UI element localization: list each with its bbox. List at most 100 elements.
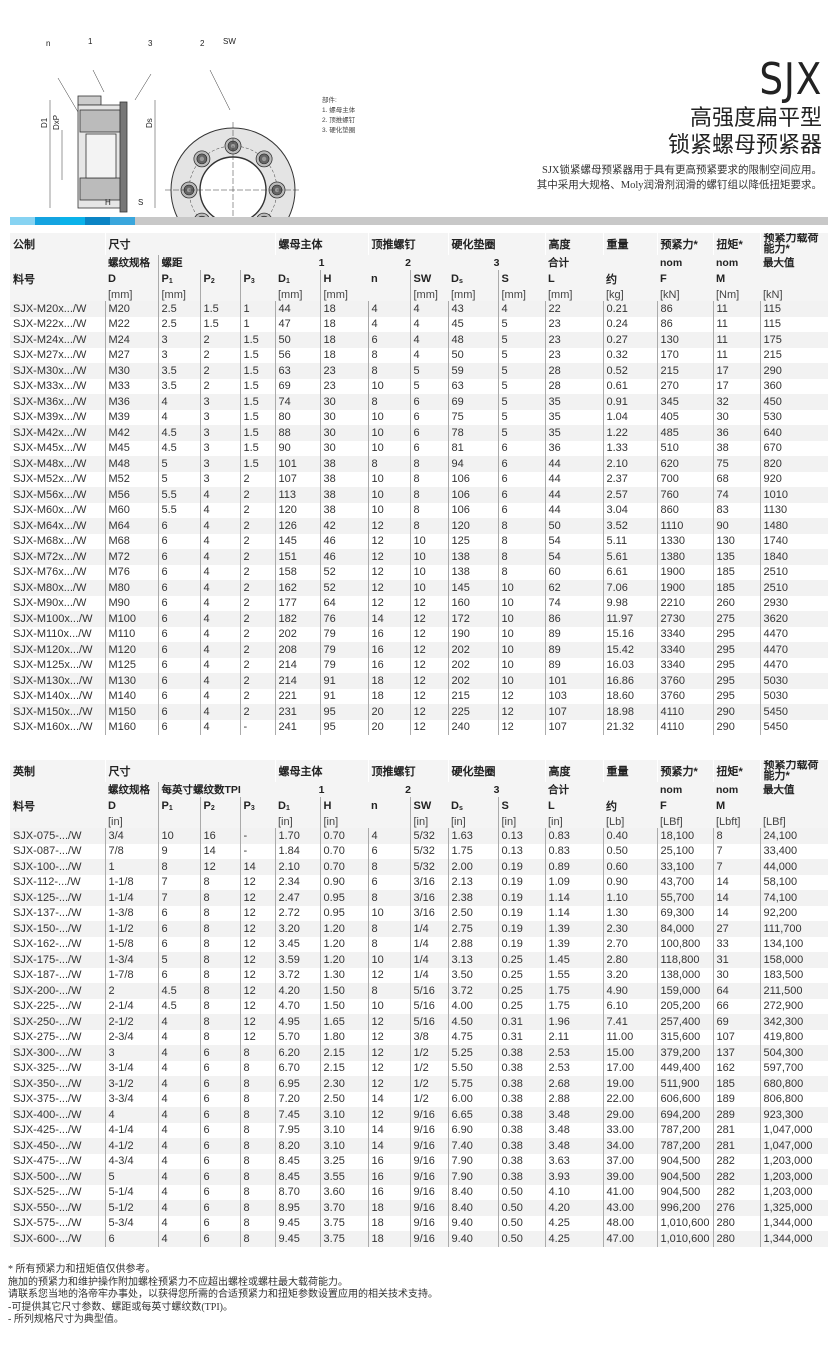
symbol-subscript: 2 bbox=[210, 278, 215, 285]
cell: 4 bbox=[497, 301, 545, 317]
cell: 59 bbox=[447, 363, 498, 379]
cell: M24 bbox=[104, 332, 158, 348]
part-number: SJX-225-.../W bbox=[13, 1000, 82, 1013]
cell: 787,200 bbox=[656, 1138, 713, 1154]
table-row: SJX-575-.../W 5-3/4 4 6 8 9.45 3.75 18 9/16 9.40 0… bbox=[10, 1215, 828, 1231]
table-row: SJX-137-.../W 1-3/8 6 8 12 2.72 0.95 10 3/16 2.50… bbox=[10, 905, 828, 921]
cell: 12 bbox=[367, 549, 410, 565]
cell: 9 bbox=[157, 843, 200, 859]
symbol-text: D bbox=[451, 273, 459, 285]
cell: 11 bbox=[712, 332, 760, 348]
cell: 1 bbox=[239, 301, 275, 317]
cell: 44,000 bbox=[759, 859, 828, 875]
cell: 5.5 bbox=[157, 487, 200, 503]
cell: 12 bbox=[409, 642, 448, 658]
cell: 18,100 bbox=[656, 828, 713, 844]
cell: 68 bbox=[712, 471, 760, 487]
cell: 4 bbox=[157, 1231, 200, 1247]
cell: 14 bbox=[199, 843, 240, 859]
cell: 0.19 bbox=[497, 890, 545, 906]
cell: 75 bbox=[447, 409, 498, 425]
cell: 6 bbox=[199, 1169, 240, 1185]
symbol-subscript: 3 bbox=[250, 278, 255, 285]
cell: 9/16 bbox=[409, 1153, 448, 1169]
cell: 30 bbox=[319, 409, 368, 425]
cell: 14 bbox=[239, 859, 275, 875]
cell: 54 bbox=[544, 533, 603, 549]
cell: 44 bbox=[544, 456, 603, 472]
cell: 0.50 bbox=[497, 1215, 545, 1231]
cell: 64 bbox=[712, 983, 760, 999]
column-unit bbox=[10, 288, 105, 301]
cell: 43,700 bbox=[656, 874, 713, 890]
cell: 8 bbox=[239, 1045, 275, 1061]
cell: 10 bbox=[497, 626, 545, 642]
cell: 9/16 bbox=[409, 1184, 448, 1200]
cell: 14 bbox=[367, 1091, 410, 1107]
cell: 5450 bbox=[759, 704, 828, 720]
column-unit: [Lbft] bbox=[713, 815, 760, 828]
cell: 214 bbox=[274, 657, 320, 673]
cell: 606,600 bbox=[656, 1091, 713, 1107]
cell: 8 bbox=[497, 533, 545, 549]
cell: 6 bbox=[157, 642, 200, 658]
sub-header: 每英寸螺纹数TPI bbox=[157, 782, 275, 797]
cell: 126 bbox=[274, 518, 320, 534]
cell: 35 bbox=[544, 409, 603, 425]
cell: 2.5 bbox=[157, 301, 200, 317]
cell: 2.38 bbox=[447, 890, 498, 906]
cell: 2-1/2 bbox=[104, 1014, 158, 1030]
cell: 2.37 bbox=[602, 471, 657, 487]
label-n: n bbox=[46, 39, 50, 48]
cell: 10 bbox=[497, 580, 545, 596]
cell: 37.00 bbox=[602, 1153, 657, 1169]
cell: 1/2 bbox=[409, 1076, 448, 1092]
cell: 38 bbox=[319, 487, 368, 503]
column-symbol: D1 bbox=[275, 797, 320, 815]
table-row: SJX-225-.../W 2-1/4 4.5 8 12 4.70 1.50 10 5/16 4.… bbox=[10, 998, 828, 1014]
screw-icon bbox=[255, 150, 273, 168]
cell: 6 bbox=[199, 1076, 240, 1092]
cell: 14 bbox=[367, 1122, 410, 1138]
cell: 3 bbox=[199, 425, 240, 441]
symbol-subscript: s bbox=[458, 278, 463, 285]
column-unit: [in] bbox=[448, 815, 498, 828]
table-row: SJX-M150x.../W M150 6 4 2 231 95 20 12 225 12 107 18… bbox=[10, 704, 828, 720]
cell: 30 bbox=[319, 394, 368, 410]
column-symbol: n bbox=[368, 797, 410, 815]
cell: 10 bbox=[157, 828, 200, 844]
cell: 10 bbox=[367, 487, 410, 503]
cell: 12 bbox=[367, 1014, 410, 1030]
cell: 137 bbox=[712, 1045, 760, 1061]
cell: 10 bbox=[409, 549, 448, 565]
cell: 9.45 bbox=[274, 1231, 320, 1247]
legend-item: 3. 硬化垫圈 bbox=[322, 127, 356, 134]
symbol-subscript: 1 bbox=[285, 278, 290, 285]
cell: 920 bbox=[759, 471, 828, 487]
cell: 4 bbox=[157, 1014, 200, 1030]
cell: M125 bbox=[104, 657, 158, 673]
symbol-text: L bbox=[548, 273, 555, 285]
cell: 4 bbox=[199, 719, 240, 735]
cell: 12 bbox=[367, 564, 410, 580]
cell: 75 bbox=[712, 456, 760, 472]
cell: 50 bbox=[274, 332, 320, 348]
cell: 0.19 bbox=[497, 859, 545, 875]
cell: 4 bbox=[199, 688, 240, 704]
cell: 5.61 bbox=[602, 549, 657, 565]
cell: 6.95 bbox=[274, 1076, 320, 1092]
cell: 10 bbox=[497, 595, 545, 611]
cell: 4.95 bbox=[274, 1014, 320, 1030]
cell: 3760 bbox=[656, 673, 713, 689]
cell: 6 bbox=[157, 549, 200, 565]
cell: 7/8 bbox=[104, 843, 158, 859]
cell: 30 bbox=[712, 409, 760, 425]
column-unit: [mm] bbox=[157, 288, 200, 301]
cell: 130 bbox=[712, 533, 760, 549]
table-row: SJX-M27x.../W M27 3 2 1.5 56 18 8 4 50 5 23 0.32 170 1… bbox=[10, 347, 828, 363]
cell: 1,344,000 bbox=[759, 1215, 828, 1231]
cell: 8 bbox=[409, 518, 448, 534]
cell: 1.5 bbox=[239, 347, 275, 363]
group-header: 高度 bbox=[544, 760, 603, 782]
cell: 1,203,000 bbox=[759, 1153, 828, 1169]
